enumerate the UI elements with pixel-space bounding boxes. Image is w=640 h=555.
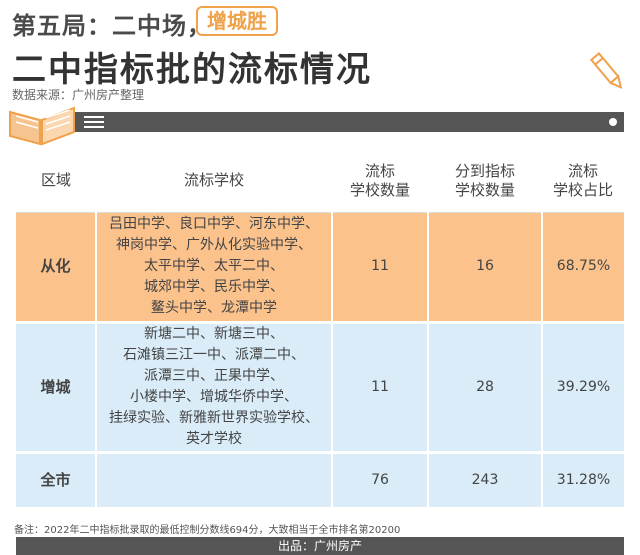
table-row: 全市 76 243 31.28% [16,452,624,510]
header-assigned: 分到指标 学校数量 [428,150,542,213]
footnote: 备注：2022年二中指标批录取的最低控制分数线694分，大致相当于全市排名第20… [14,525,401,536]
assigned-cell: 243 [428,452,543,510]
header-region: 区域 [16,150,96,213]
section-title-text: 第五局：二中场， [12,12,212,40]
page-title: 二中指标批的流标情况 [12,50,372,90]
count-cell: 11 [332,322,429,454]
count-cell: 11 [332,212,429,324]
assigned-cell: 16 [428,212,543,324]
schools-cell: 新塘二中、新塘三中、 石滩镇三江一中、派潭二中、 派潭三中、正果中学、 小楼中学… [96,322,333,454]
pencil-icon [590,52,623,90]
region-cell: 增城 [16,322,97,454]
data-source: 数据来源：广州房产整理 [12,88,145,102]
header-schools: 流标学校 [96,150,332,213]
region-cell: 全市 [16,452,97,510]
assigned-cell: 28 [428,322,543,454]
schools-cell [96,452,333,510]
table-row: 增城 新塘二中、新塘三中、 石滩镇三江一中、派潭二中、 派潭三中、正果中学、 小… [16,322,624,454]
infographic-header: 第五局：二中场， 增城胜 二中指标批的流标情况 数据来源：广州房产整理 [0,0,640,160]
open-book-icon [9,106,75,146]
table-row: 从化 吕田中学、良口中学、河东中学、 神岗中学、广外从化实验中学、 太平中学、太… [16,212,624,324]
dot-icon [609,118,617,126]
table-header-row: 区域 流标学校 流标 学校数量 分到指标 学校数量 流标 学校占比 [16,150,624,213]
winner-badge: 增城胜 [196,6,278,36]
ratio-cell: 39.29% [542,322,624,454]
header-count: 流标 学校数量 [332,150,428,213]
header-ratio: 流标 学校占比 [542,150,624,213]
count-cell: 76 [332,452,429,510]
hamburger-menu-icon [84,116,104,128]
section-title: 第五局：二中场， [12,6,212,41]
schools-cell: 吕田中学、良口中学、河东中学、 神岗中学、广外从化实验中学、 太平中学、太平二中… [96,212,333,324]
school-table: 区域 流标学校 流标 学校数量 分到指标 学校数量 流标 学校占比 从化 吕田中学、良… [16,150,624,510]
region-cell: 从化 [16,212,97,324]
publisher-footer: 出品：广州房产 [16,537,624,555]
ratio-cell: 68.75% [542,212,624,324]
ratio-cell: 31.28% [542,452,624,510]
decorative-window-bar [74,112,624,132]
